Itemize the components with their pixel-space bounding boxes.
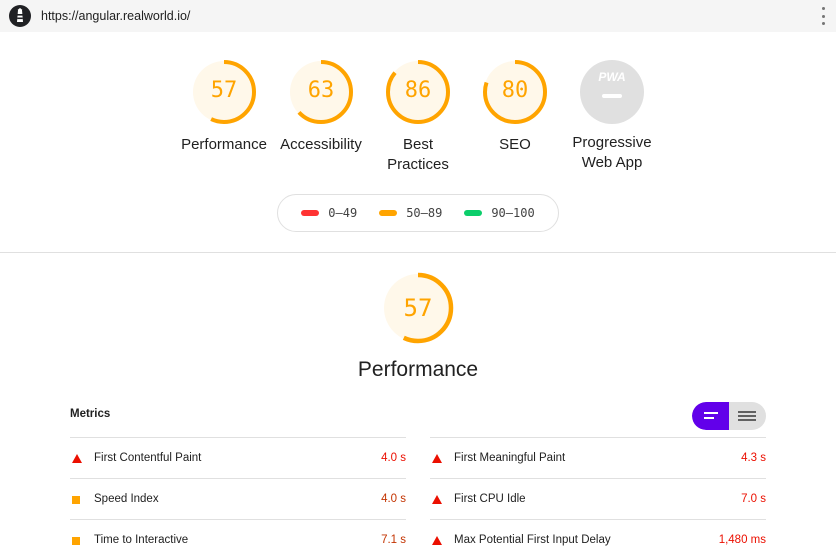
gauge-label: SEO [499, 136, 531, 153]
metric-value: 7.0 s [741, 493, 766, 505]
legend-average: 50–89 [379, 206, 442, 220]
url-bar: https://angular.realworld.io/ [0, 0, 836, 32]
metric-label: Time to Interactive [94, 534, 189, 546]
legend-pass: 90–100 [464, 206, 535, 220]
metric-row: First Meaningful Paint 4.3 s [430, 437, 766, 478]
average-square-icon [72, 496, 80, 504]
gauge-score: 80 [501, 78, 529, 103]
gauge-seo[interactable]: 80 SEO [465, 58, 565, 155]
fail-triangle-icon [432, 536, 442, 545]
gauge-best-practices[interactable]: 86 Best Practices [368, 58, 468, 175]
score-gauges: 57 Performance 63 Accessibility 86 Best … [0, 58, 836, 198]
gauge-pwa[interactable]: PWA Progressive Web App [562, 58, 662, 173]
legend-swatch [379, 210, 398, 216]
metric-value: 4.3 s [741, 452, 766, 464]
metrics-view-toggle[interactable] [692, 402, 766, 430]
gauge-performance[interactable]: 57 Performance [174, 58, 274, 155]
metric-label: First Contentful Paint [94, 452, 202, 464]
metric-label: First CPU Idle [454, 493, 526, 505]
gauge-accessibility[interactable]: 63 Accessibility [271, 58, 371, 155]
metric-row: First Contentful Paint 4.0 s [70, 437, 406, 478]
metric-value: 1,480 ms [718, 534, 766, 546]
legend-fail: 0–49 [301, 206, 357, 220]
legend-range: 50–89 [406, 206, 443, 220]
score-legend: 0–49 50–89 90–100 [277, 194, 559, 232]
pwa-badge-icon: PWA [580, 60, 644, 124]
gauge-score: 57 [210, 78, 238, 103]
metric-label: Speed Index [94, 493, 159, 505]
kebab-menu-icon[interactable] [818, 7, 828, 25]
gauge-label-line2: Practices [387, 156, 449, 173]
compact-view-icon[interactable] [692, 402, 729, 430]
gauge-label-line1: Best [402, 136, 433, 153]
gauge-label: Progressive Web App [562, 133, 662, 173]
category-score: 57 [403, 294, 433, 322]
category-title: Performance [357, 358, 479, 381]
legend-swatch [464, 210, 483, 216]
gauge-label-line2: Web App [581, 154, 643, 171]
gauge-label: Accessibility [280, 136, 362, 153]
metric-row: First CPU Idle 7.0 s [430, 478, 766, 519]
metric-value: 4.0 s [381, 493, 406, 505]
gauge-label: Best Practices [368, 135, 468, 175]
metric-value: 7.1 s [381, 534, 406, 546]
fail-triangle-icon [432, 495, 442, 504]
metric-label: Max Potential First Input Delay [454, 534, 611, 546]
page-url[interactable]: https://angular.realworld.io/ [41, 9, 191, 23]
category-gauge: 57 [381, 271, 455, 345]
gauge-label: Performance [181, 136, 267, 153]
metrics-column-left: First Contentful Paint 4.0 s Speed Index… [70, 437, 406, 560]
fail-triangle-icon [432, 454, 442, 463]
gauge-label-line1: Progressive [572, 134, 652, 151]
metric-row: Max Potential First Input Delay 1,480 ms [430, 519, 766, 560]
metric-value: 4.0 s [381, 452, 406, 464]
section-divider [0, 252, 836, 253]
lighthouse-icon [9, 5, 31, 27]
legend-range: 90–100 [491, 206, 535, 220]
gauge-score: 63 [307, 78, 335, 103]
metrics-heading: Metrics [70, 408, 111, 420]
fail-triangle-icon [72, 454, 82, 463]
metric-row: Speed Index 4.0 s [70, 478, 406, 519]
legend-range: 0–49 [328, 206, 358, 220]
metric-label: First Meaningful Paint [454, 452, 566, 464]
metrics-column-right: First Meaningful Paint 4.3 s First CPU I… [430, 437, 766, 560]
gauge-score: 86 [404, 78, 432, 103]
metric-row: Time to Interactive 7.1 s [70, 519, 406, 560]
average-square-icon [72, 537, 80, 545]
legend-swatch [301, 210, 320, 216]
